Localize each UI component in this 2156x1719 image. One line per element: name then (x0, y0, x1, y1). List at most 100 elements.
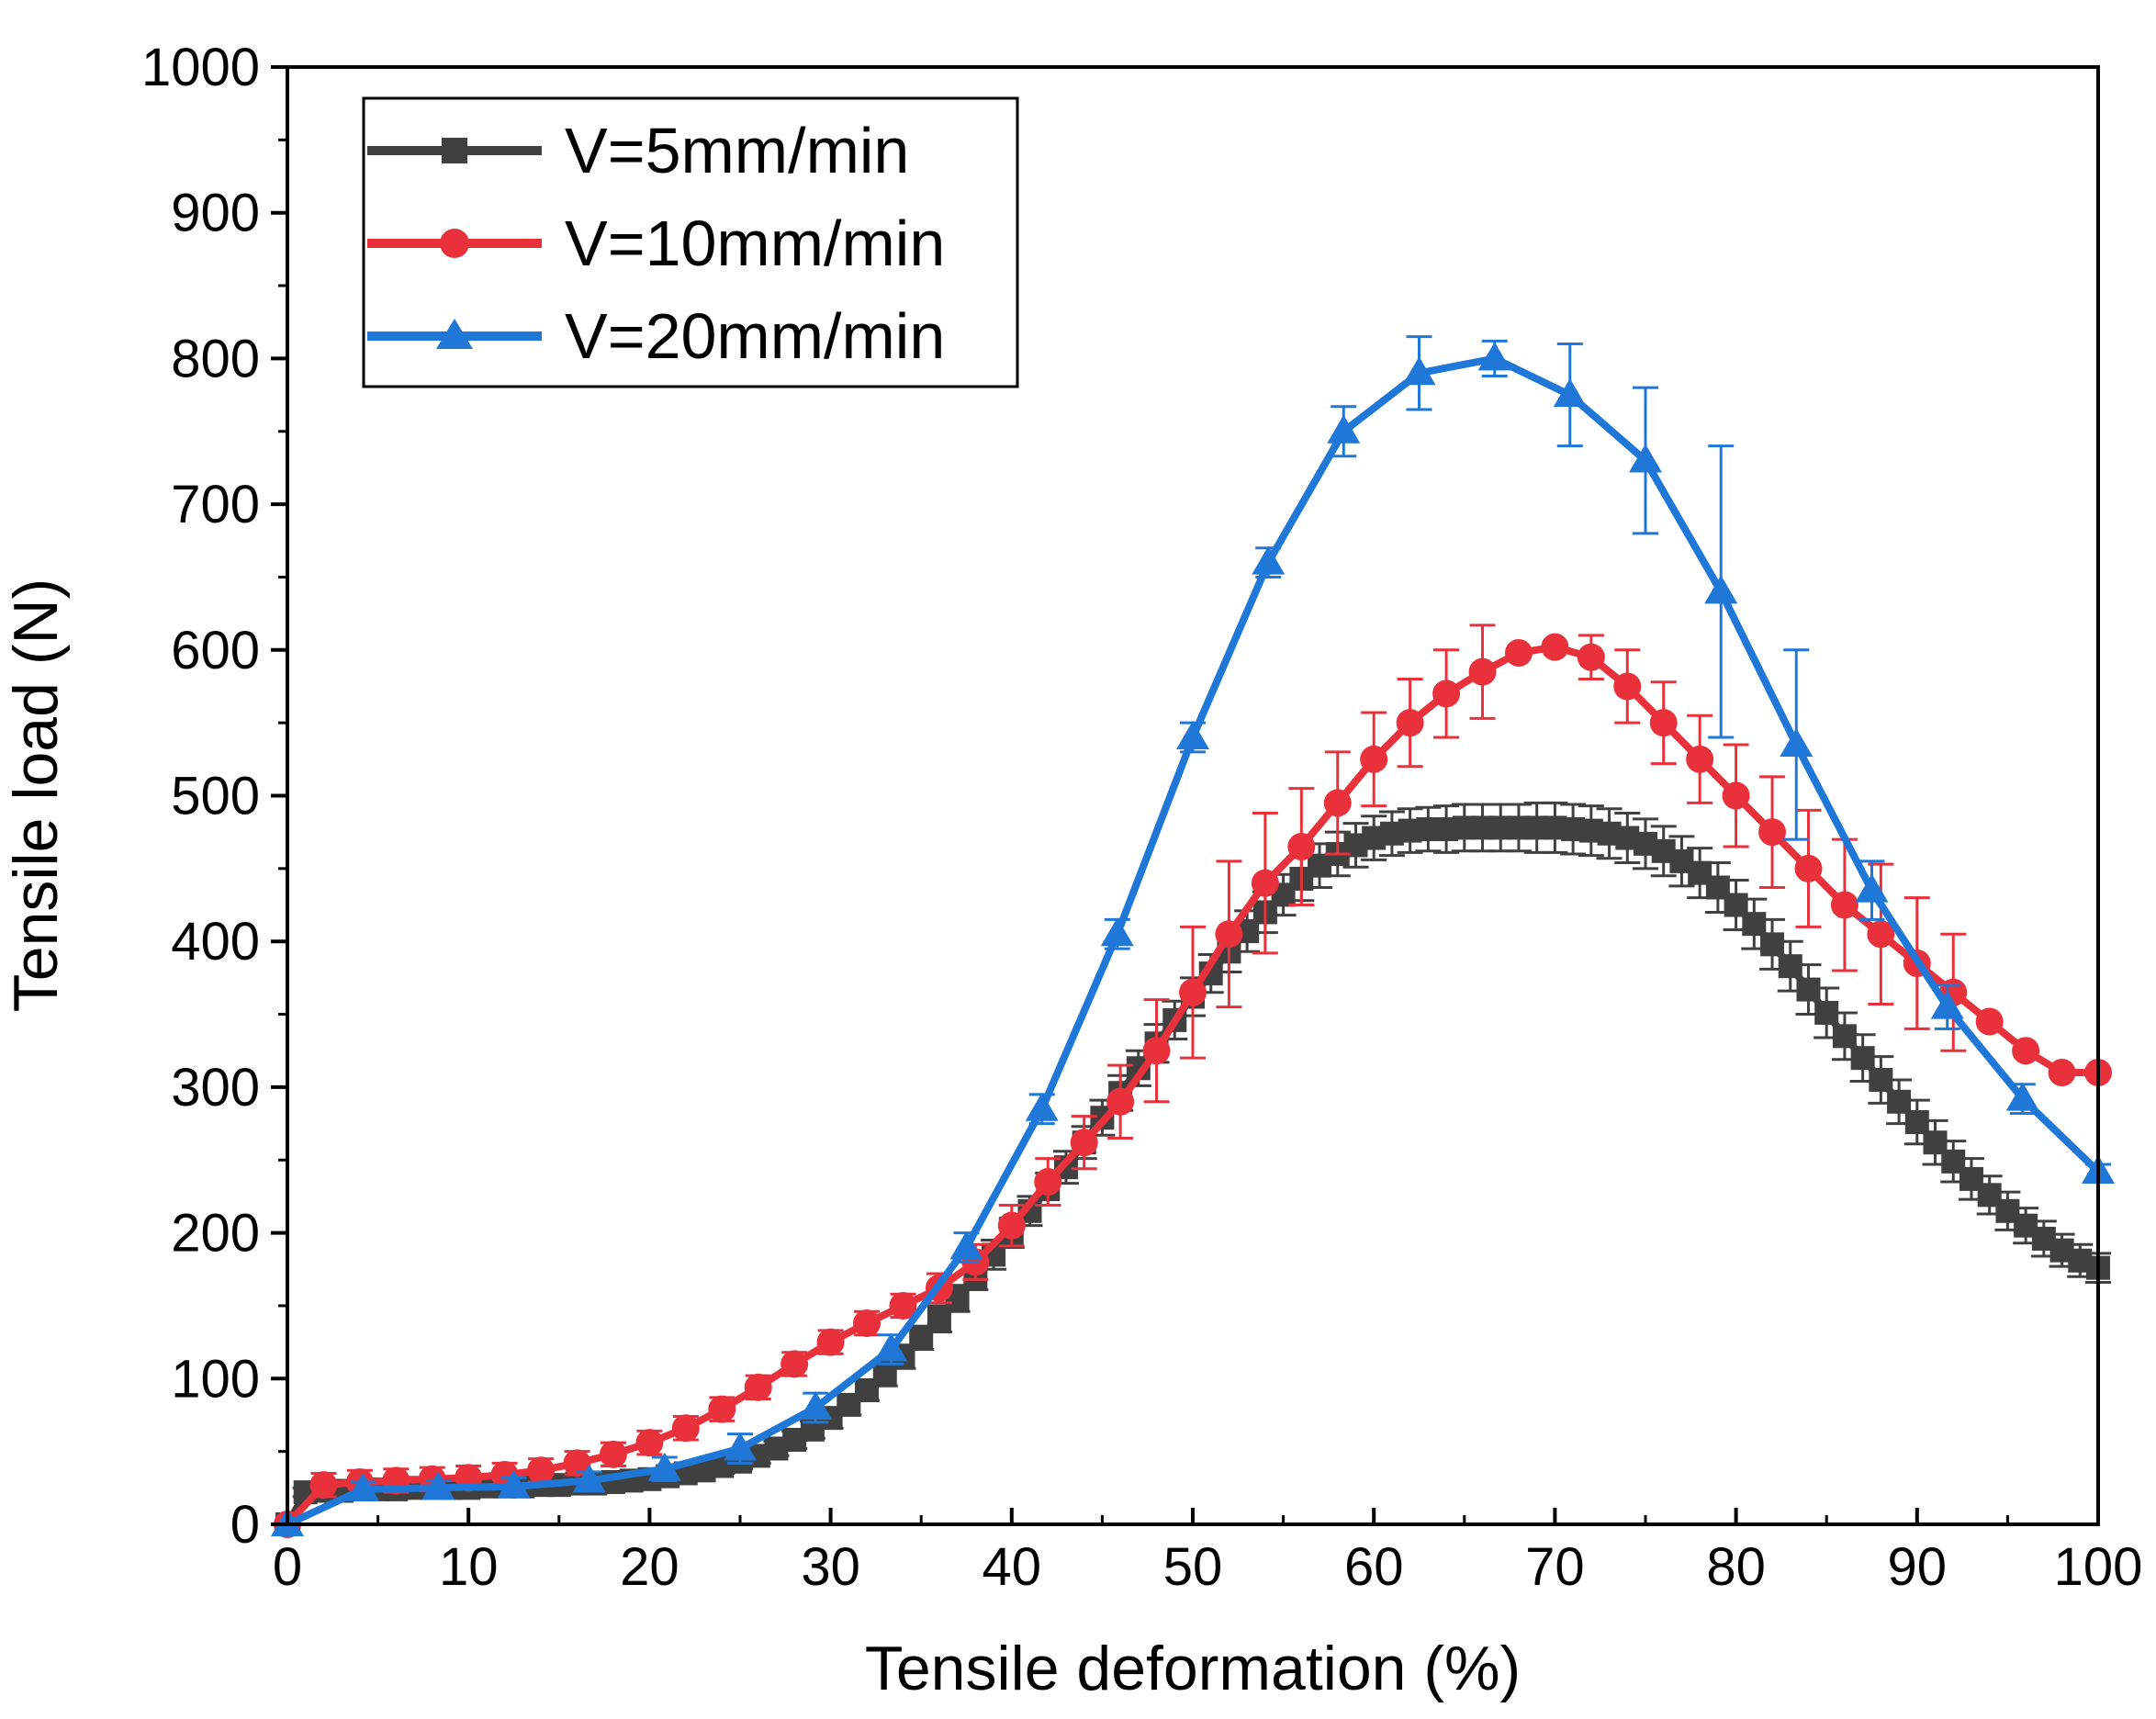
circle-marker (816, 1328, 845, 1356)
x-tick-label: 0 (273, 1537, 302, 1597)
x-tick-label: 100 (2054, 1537, 2143, 1597)
triangle-marker (572, 1464, 606, 1493)
circle-marker (1396, 709, 1424, 737)
x-tick-label: 20 (620, 1537, 679, 1597)
circle-marker (2012, 1037, 2040, 1065)
triangle-marker (724, 1432, 757, 1461)
circle-marker (1360, 745, 1388, 773)
legend-triangle-marker (436, 319, 473, 349)
triangle-marker (1930, 990, 1964, 1019)
square-marker (926, 1307, 951, 1331)
circle-marker (1215, 920, 1243, 949)
square-marker (1814, 1000, 1839, 1025)
circle-marker (1323, 789, 1352, 817)
circle-marker (1468, 657, 1497, 686)
triangle-marker (1100, 917, 1134, 947)
legend-label-20mm: V=20mm/min (565, 300, 945, 372)
y-tick-label: 600 (171, 621, 260, 680)
y-tick-label: 0 (230, 1495, 260, 1555)
circle-marker (1179, 978, 1207, 1006)
square-marker (1887, 1089, 1912, 1114)
x-tick-label: 40 (983, 1537, 1042, 1597)
square-marker (1850, 1046, 1875, 1071)
triangle-marker (1327, 414, 1361, 444)
circle-marker (853, 1309, 881, 1337)
circle-marker (1577, 643, 1605, 671)
triangle-marker (1025, 1092, 1059, 1121)
legend-label-5mm: V=5mm/min (565, 115, 909, 186)
circle-marker (708, 1395, 736, 1423)
legend-entry-20mm: V=20mm/min (367, 300, 945, 372)
square-marker (1778, 954, 1802, 979)
triangle-marker (1629, 444, 1662, 473)
x-tick-label: 90 (1888, 1537, 1948, 1597)
square-marker (1904, 1109, 1929, 1134)
y-axis-title: Tensile load (N) (1, 579, 71, 1012)
circle-marker (309, 1471, 338, 1500)
circle-marker (1287, 833, 1316, 861)
triangle-marker (799, 1391, 833, 1421)
circle-marker (889, 1291, 917, 1320)
y-tick-label: 900 (171, 184, 260, 243)
circle-marker (2048, 1059, 2076, 1087)
square-marker (1760, 932, 1785, 957)
triangle-marker (1402, 356, 1436, 386)
circle-marker (1830, 891, 1858, 919)
triangle-marker (421, 1471, 455, 1500)
legend-square-marker (442, 138, 467, 163)
x-tick-label: 70 (1525, 1537, 1585, 1597)
square-marker (1742, 912, 1767, 937)
y-tick-label: 300 (171, 1058, 260, 1118)
circle-marker (1504, 638, 1533, 667)
circle-marker (1541, 633, 1569, 661)
y-tick-label: 800 (171, 329, 260, 388)
legend: V=5mm/min V=10mm/min V=20mm/min (362, 96, 1019, 388)
circle-marker (780, 1350, 809, 1378)
circle-marker (635, 1429, 664, 1457)
axis-layer: 0 10 20 30 40 50 60 70 80 90 100010020030040050060… (141, 38, 2142, 1597)
y-tick-label: 200 (171, 1204, 260, 1264)
circle-marker (1034, 1168, 1062, 1197)
triangle-marker (1855, 873, 1889, 903)
x-tick-label: 30 (801, 1537, 860, 1597)
legend-entry-5mm: V=5mm/min (367, 115, 909, 186)
y-tick-label: 500 (171, 767, 260, 826)
y-tick-label: 400 (171, 912, 260, 972)
y-tick-label: 1000 (141, 38, 260, 97)
circle-marker (1613, 672, 1642, 701)
triangle-marker (647, 1452, 681, 1481)
x-tick-label: 10 (439, 1537, 499, 1597)
legend-circle-marker (440, 229, 469, 258)
legend-label-10mm: V=10mm/min (565, 208, 945, 279)
circle-marker (997, 1211, 1026, 1240)
circle-marker (563, 1449, 591, 1477)
triangle-marker (1704, 575, 1738, 604)
triangle-marker (1252, 545, 1286, 575)
circle-marker (1867, 920, 1895, 949)
circle-marker (1686, 745, 1714, 773)
series-layer (271, 335, 2115, 1538)
square-marker (1796, 977, 1821, 1002)
triangle-marker (949, 1230, 983, 1260)
circle-marker (1432, 680, 1461, 708)
triangle-marker (346, 1472, 380, 1501)
x-tick-label: 60 (1344, 1537, 1404, 1597)
circle-marker (1106, 1087, 1135, 1116)
triangle-marker (2005, 1082, 2039, 1111)
triangle-marker (1780, 727, 1814, 757)
circle-marker (599, 1440, 627, 1468)
circle-marker (1975, 1007, 2004, 1036)
circle-marker (1794, 854, 1823, 882)
series-3 (271, 335, 2115, 1536)
circle-marker (1649, 709, 1678, 737)
x-axis-title: Tensile deformation (%) (865, 1634, 1521, 1703)
triangle-marker (1553, 378, 1587, 408)
y-tick-label: 100 (171, 1349, 260, 1409)
triangle-marker (1477, 342, 1511, 371)
y-tick-label: 700 (171, 475, 260, 534)
circle-marker (1758, 818, 1787, 847)
triangle-marker (874, 1332, 908, 1362)
circle-marker (1251, 869, 1279, 897)
